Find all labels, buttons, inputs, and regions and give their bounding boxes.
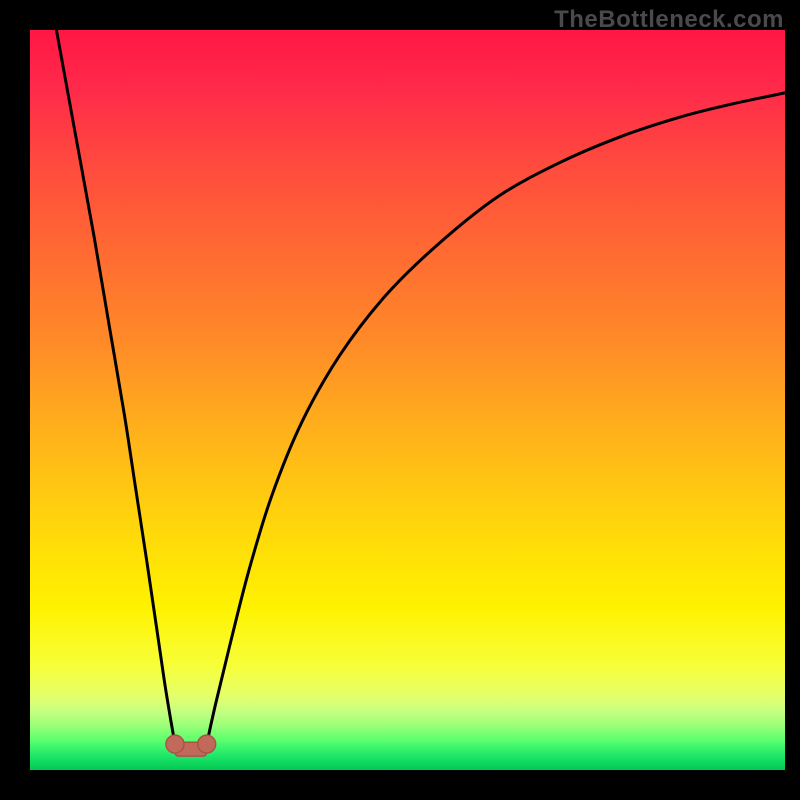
valley-marker-0 bbox=[166, 735, 184, 753]
watermark-text: TheBottleneck.com bbox=[554, 6, 784, 34]
chart-area bbox=[30, 30, 785, 770]
gradient-background bbox=[30, 30, 785, 770]
chart-container: TheBottleneck.com bbox=[0, 0, 800, 800]
chart-svg bbox=[30, 30, 785, 770]
valley-marker-1 bbox=[198, 735, 216, 753]
